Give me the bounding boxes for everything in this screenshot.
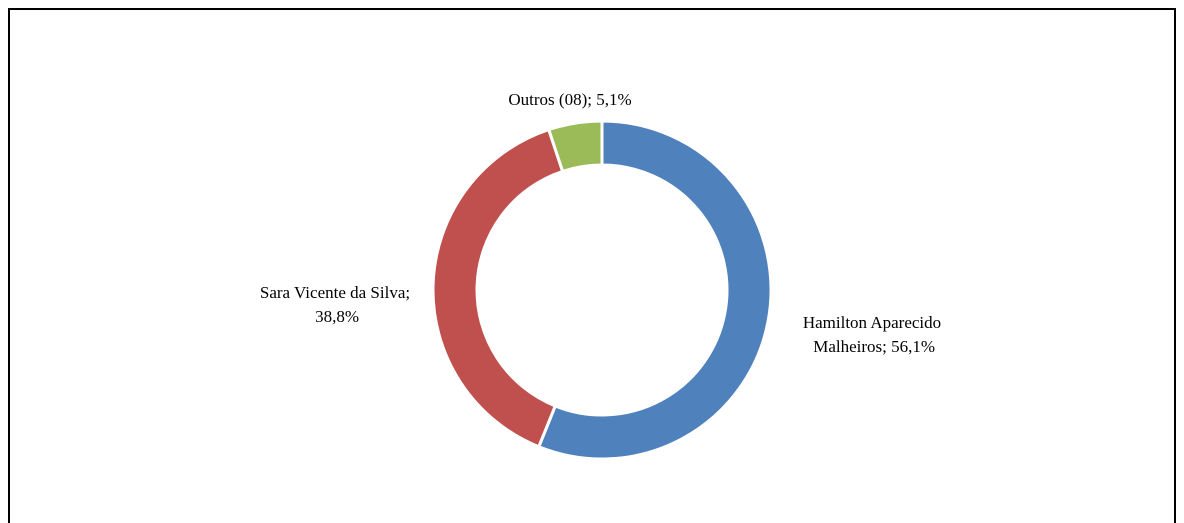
donut-slice bbox=[546, 119, 604, 174]
data-label: Sara Vicente da Silva; 38,8% bbox=[260, 283, 410, 326]
chart-border bbox=[8, 8, 1176, 523]
donut-slice bbox=[536, 119, 773, 461]
label-line: 38,8% bbox=[311, 307, 359, 326]
label-line: Malheiros; 56,1% bbox=[809, 337, 935, 356]
label-line: Sara Vicente da Silva; bbox=[260, 283, 410, 302]
data-label: Hamilton Aparecido Malheiros; 56,1% bbox=[803, 313, 941, 356]
data-label: Outros (08); 5,1% bbox=[508, 90, 631, 109]
label-line: Hamilton Aparecido bbox=[803, 313, 941, 332]
donut-slice bbox=[431, 127, 565, 449]
label-line: Outros (08); 5,1% bbox=[508, 90, 631, 109]
